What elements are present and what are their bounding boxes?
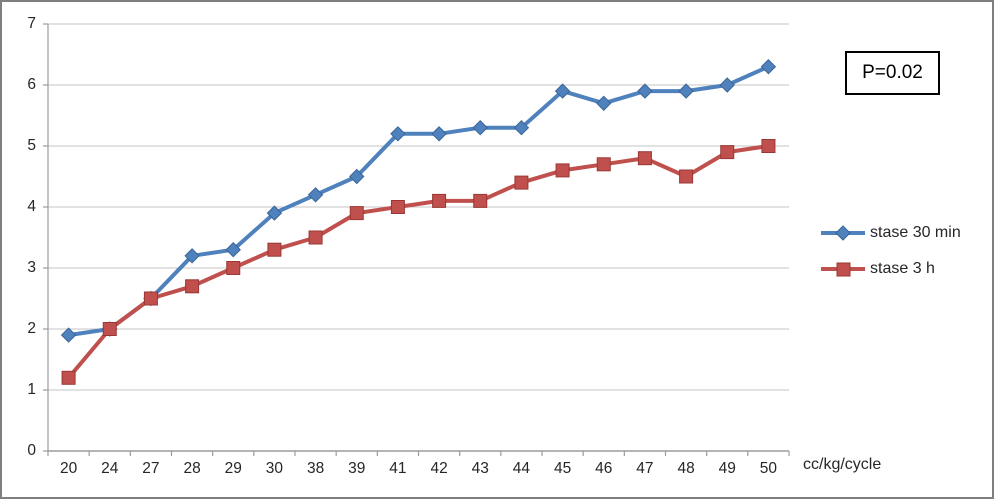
x-tick-label: 30 <box>265 460 284 477</box>
x-tick-label: 49 <box>718 460 736 477</box>
y-tick-label: 1 <box>27 381 36 398</box>
legend-item-stase-3-h: stase 3 h <box>820 260 935 278</box>
y-tick-label: 3 <box>27 259 36 276</box>
x-tick-label: 27 <box>142 460 160 477</box>
x-tick-label: 20 <box>59 460 78 477</box>
x-tick-label: 47 <box>636 460 654 477</box>
x-tick-label: 46 <box>595 460 613 477</box>
x-tick-label: 44 <box>512 460 531 477</box>
y-tick-label: 5 <box>27 137 36 154</box>
x-tick-label: 48 <box>677 460 695 477</box>
legend-item-stase-30-min: stase 30 min <box>820 224 961 242</box>
annotation-box: P=0.02 <box>845 51 940 95</box>
x-axis-title: cc/kg/cycle <box>803 456 882 473</box>
y-tick-label: 2 <box>27 320 36 337</box>
y-tick-label: 6 <box>27 76 36 93</box>
x-tick-label: 38 <box>306 460 325 477</box>
y-tick-label: 4 <box>27 198 36 215</box>
legend-label: stase 3 h <box>870 260 935 277</box>
x-tick-label: 41 <box>389 460 407 477</box>
x-tick-label: 29 <box>224 460 242 477</box>
x-tick-label: 45 <box>553 460 572 477</box>
x-tick-label: 50 <box>759 460 778 477</box>
legend-diamond-marker-icon <box>821 225 865 241</box>
y-tick-label: 7 <box>27 15 36 32</box>
y-tick-label: 0 <box>27 442 36 459</box>
x-tick-label: 42 <box>430 460 448 477</box>
x-tick-label: 28 <box>183 460 201 477</box>
annotation-text: P=0.02 <box>862 62 923 83</box>
legend-square-marker-icon <box>821 262 865 277</box>
x-tick-label: 24 <box>101 460 119 477</box>
x-tick-label: 43 <box>471 460 489 477</box>
legend-label: stase 30 min <box>870 224 961 241</box>
x-tick-label: 39 <box>348 460 366 477</box>
